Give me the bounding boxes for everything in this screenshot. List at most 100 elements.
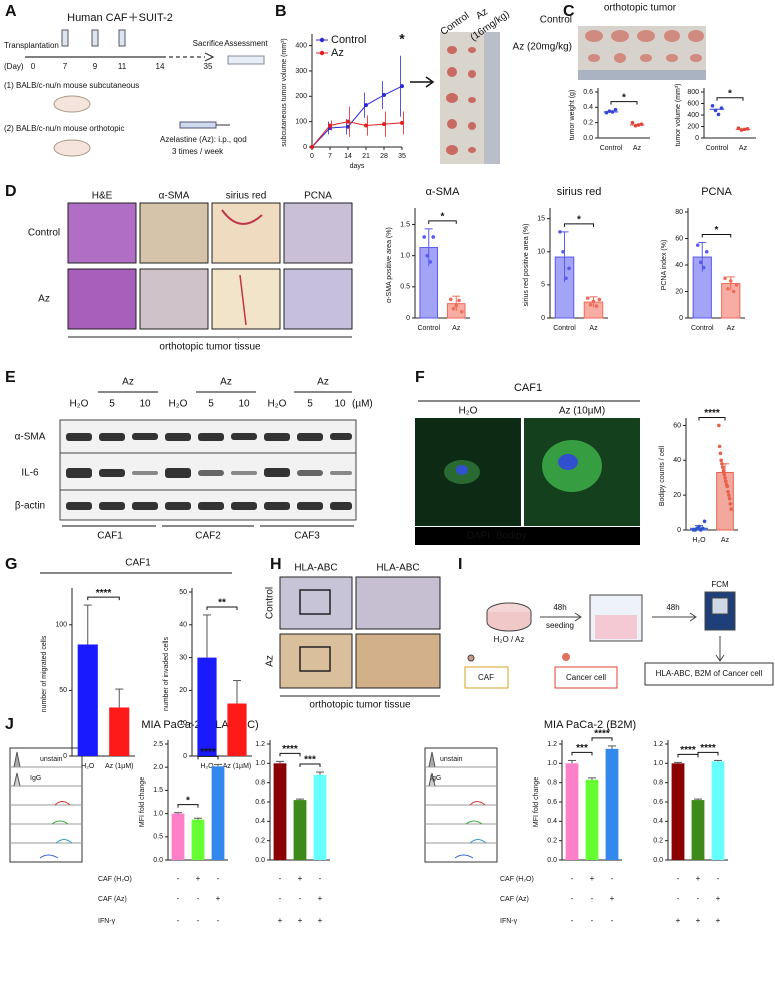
condition-sign: - (611, 916, 614, 925)
annotation: * (399, 31, 405, 47)
significance-label: **** (200, 747, 216, 758)
y-tick-label: 0 (63, 753, 67, 760)
protein-label: β-actin (15, 501, 45, 512)
data-point (457, 298, 461, 303)
y-tick-label: 50 (59, 687, 67, 694)
data-point (400, 120, 404, 125)
y-tick-label: 10 (179, 720, 187, 727)
chart-title: α-SMA (426, 186, 461, 198)
condition-sign: + (278, 916, 283, 925)
y-axis-label: number of migrated cells (41, 635, 48, 712)
data-point (567, 266, 571, 271)
legend-marker (319, 50, 325, 56)
histograms-j (9, 747, 498, 863)
treatment-label: Az (220, 377, 232, 388)
data-point (731, 289, 736, 294)
y-tick-label: 40 (673, 457, 681, 464)
y-tick-label: 1.5 (153, 787, 163, 794)
y-tick-label: 0.2 (547, 838, 557, 845)
y-tick-label: 5 (541, 282, 545, 289)
data-point (742, 127, 747, 132)
y-tick-label: 10 (537, 249, 545, 256)
y-tick-label: 60 (673, 422, 681, 429)
significance-label: * (577, 215, 581, 226)
bar (171, 813, 185, 860)
dose-label: 10 (238, 399, 250, 410)
panel-label: B (275, 3, 287, 20)
schema-a (25, 29, 265, 157)
significance-bracket (279, 752, 301, 757)
x-tick-label: Az (589, 325, 598, 332)
x-tick-label: Az (1µM) (223, 763, 252, 770)
x-tick-label: Control (600, 145, 623, 152)
x-tick-label: Az (452, 325, 461, 332)
significance-label: *** (304, 755, 316, 766)
data-point (346, 124, 350, 129)
cell-line: CAF1 (97, 531, 123, 542)
ihc-h (279, 576, 441, 697)
y-tick-label: 1.2 (653, 741, 663, 748)
panel-label: D (5, 183, 17, 200)
significance-bracket (701, 233, 732, 238)
data-point (588, 302, 593, 307)
y-tick-label: 1.0 (400, 252, 410, 259)
y-tick-label: 60 (675, 235, 683, 242)
cell-line: CAF2 (195, 531, 221, 542)
label: (Day) (4, 62, 24, 71)
condition-sign: + (318, 894, 323, 903)
data-point (728, 279, 733, 283)
panel-label: I (458, 556, 462, 573)
bar (711, 761, 725, 860)
condition-sign: + (318, 916, 323, 925)
data-point (717, 423, 721, 428)
significance-label: ** (218, 598, 226, 609)
y-axis-label: number of invaded cells (163, 637, 170, 711)
y-tick-label: 40 (675, 262, 683, 269)
bar (565, 763, 579, 860)
condition-sign: - (611, 874, 614, 883)
dose-label: 10 (139, 399, 151, 410)
condition-sign: + (716, 894, 721, 903)
data-point (400, 84, 404, 89)
label: H₂O / Az (494, 635, 525, 644)
data-point (425, 253, 430, 258)
y-tick-label: 0 (679, 315, 683, 322)
significance-bracket (564, 223, 594, 227)
data-point (451, 306, 456, 311)
y-axis-label: MFI fold change (139, 777, 146, 827)
x-axis-label: days (350, 163, 365, 170)
significance-bracket (716, 97, 744, 101)
label: H₂O (459, 406, 478, 417)
y-tick-label: 0.5 (400, 284, 410, 291)
treatment-label: Az (317, 377, 329, 388)
y-tick-label: 800 (687, 89, 699, 96)
data-point (431, 235, 436, 239)
data-point (717, 444, 722, 449)
x-tick-label: 21 (362, 153, 370, 160)
significance-bracket (591, 737, 613, 741)
data-point (585, 296, 590, 300)
data-point (726, 489, 730, 494)
condition-sign: + (696, 916, 701, 925)
significance-bracket (87, 596, 120, 601)
condition-sign: - (279, 874, 282, 883)
schema-title: Human CAF＋SUIT-2 (67, 12, 173, 24)
cell-line: CAF3 (294, 531, 320, 542)
data-point (726, 287, 730, 291)
x-tick-label: Control (706, 145, 729, 152)
y-tick-label: 1.0 (547, 760, 557, 767)
condition-sign: - (717, 874, 720, 883)
panel-label: F (415, 369, 425, 386)
bar (273, 763, 287, 860)
data-point (716, 112, 721, 117)
data-point (729, 507, 733, 511)
condition-name: IFN-γ (500, 918, 518, 925)
label: Az (265, 655, 276, 667)
condition-sign: - (677, 894, 680, 903)
label: CAF1 (514, 382, 542, 394)
dose-label: 5 (109, 399, 115, 410)
legend-marker (319, 37, 325, 43)
x-tick-label: Control (417, 325, 440, 332)
data-point (718, 451, 723, 456)
